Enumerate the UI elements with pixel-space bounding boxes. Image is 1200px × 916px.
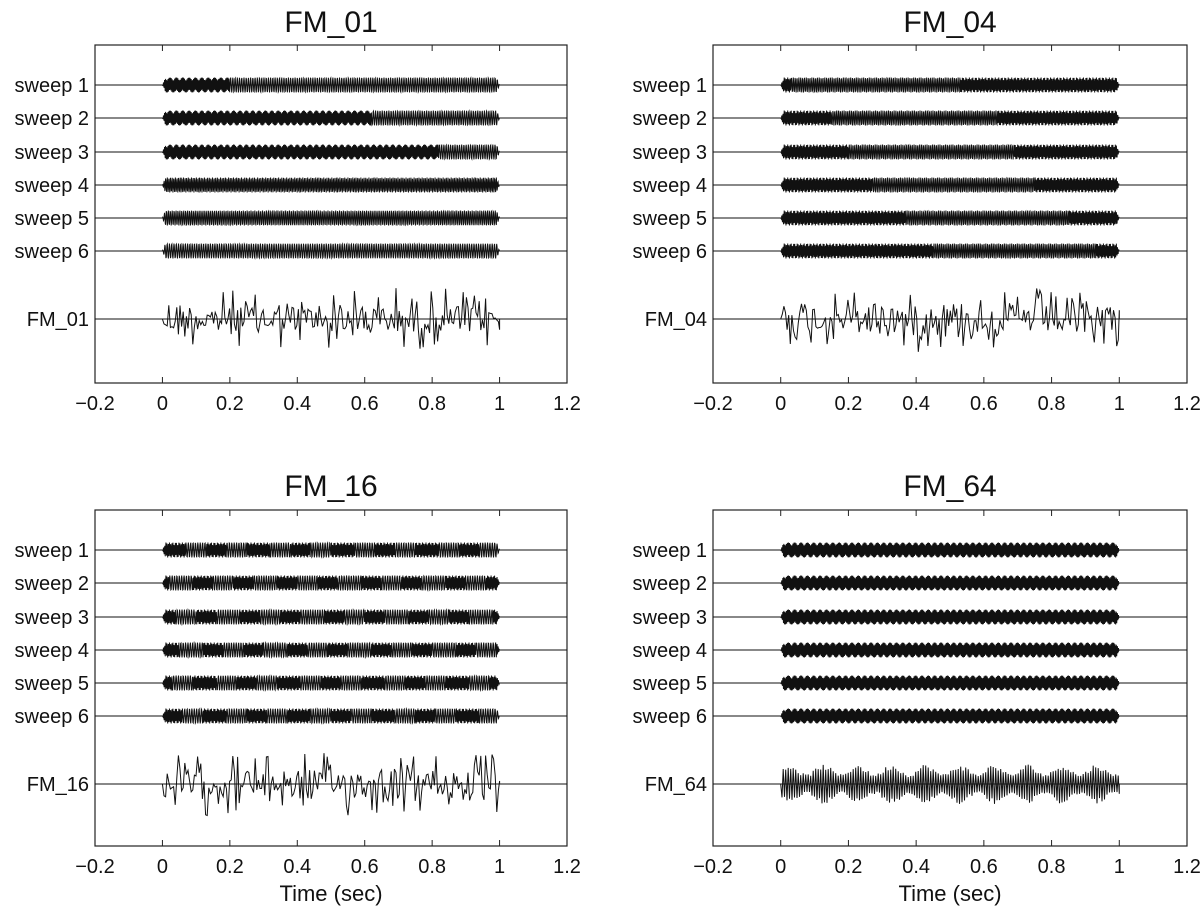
row-label: FM_01 [27,309,89,331]
x-tick-label: 1.2 [553,856,581,878]
panel-fm_64: FM_64 −0.2 0 0.2 0.4 0.6 0.8 1 1.2 Time (sec) swee… [633,470,1200,906]
x-tick-label: 0.4 [283,856,311,878]
x-tick-label: 1.2 [553,393,581,415]
x-tick-label: 0.8 [418,856,446,878]
row-label: sweep 4 [15,175,90,197]
row-label: sweep 4 [15,640,90,662]
panel-fm_01: FM_01 −0.2 0 0.2 0.4 0.6 0.8 1 1.2 sweep 1 sweep 2… [15,6,581,415]
trace-sweep-2 [162,576,499,591]
row-label: FM_04 [645,309,707,331]
trace-sweep-5 [162,211,499,226]
x-tick-label: 0.4 [902,856,930,878]
x-tick-label: 0.8 [418,393,446,415]
trace-sweep-6 [162,244,499,259]
row-label: FM_64 [645,774,707,796]
x-tick-label: 0.2 [835,856,863,878]
x-tick-label: −0.2 [75,856,114,878]
x-tick-label: 0.6 [351,393,379,415]
trace-sweep-3 [162,145,499,160]
trace-sweep-6 [781,244,1119,259]
trace-fm_01 [162,288,499,349]
x-tick-label: 1 [494,393,505,415]
row-label: FM_16 [27,774,89,796]
x-axis-label: Time (sec) [279,881,382,906]
trace-sweep-1 [162,543,499,558]
row-label: sweep 5 [15,208,90,230]
trace-fm_04 [781,288,1120,351]
row-label: sweep 1 [15,540,90,562]
trace-sweep-1 [162,78,499,93]
panel-title: FM_01 [284,6,377,39]
row-label: sweep 5 [633,208,708,230]
row-label: sweep 6 [633,706,708,728]
x-tick-label: 1 [1114,393,1125,415]
panel-title: FM_64 [903,470,996,503]
row-label: sweep 2 [15,108,90,130]
x-axis-label: Time (sec) [898,881,1001,906]
x-tick-label: 0.6 [970,393,998,415]
row-label: sweep 3 [15,142,90,164]
x-tick-label: 0.4 [283,393,311,415]
trace-sweep-3 [781,610,1119,625]
x-tick-label: 0 [775,856,786,878]
row-label: sweep 3 [633,142,708,164]
row-label: sweep 1 [15,75,90,97]
trace-sweep-3 [781,145,1119,160]
trace-sweep-1 [781,78,1119,93]
x-tick-label: 0.8 [1038,393,1066,415]
x-tick-label: 0.8 [1038,856,1066,878]
row-label: sweep 1 [633,540,708,562]
row-label: sweep 6 [15,706,90,728]
row-label: sweep 5 [633,673,708,695]
trace-sweep-2 [781,576,1119,591]
row-label: sweep 2 [633,108,708,130]
x-tick-label: 1.2 [1173,393,1200,415]
trace-sweep-4 [781,643,1119,658]
x-tick-label: 0.2 [216,856,244,878]
trace-sweep-5 [781,211,1119,226]
trace-sweep-3 [162,610,499,625]
row-label: sweep 3 [633,607,708,629]
x-tick-label: 0 [775,393,786,415]
panel-fm_16: FM_16 −0.2 0 0.2 0.4 0.6 0.8 1 1.2 Time (sec) swee… [15,470,581,906]
trace-fm_64 [781,765,1120,804]
row-label: sweep 4 [633,640,708,662]
x-tick-label: 0.4 [902,393,930,415]
row-label: sweep 2 [15,573,90,595]
x-tick-label: 0.2 [216,393,244,415]
x-tick-label: 0 [157,856,168,878]
trace-sweep-2 [781,111,1119,126]
trace-sweep-4 [781,178,1119,193]
x-tick-label: −0.2 [75,393,114,415]
trace-sweep-5 [781,676,1119,691]
row-label: sweep 1 [633,75,708,97]
row-label: sweep 6 [15,241,90,263]
trace-sweep-5 [162,676,499,691]
x-tick-label: 0.2 [835,393,863,415]
x-tick-label: 0 [157,393,168,415]
trace-sweep-4 [162,178,499,193]
x-tick-label: −0.2 [693,856,732,878]
x-tick-label: 0.6 [970,856,998,878]
panel-fm_04: FM_04 −0.2 0 0.2 0.4 0.6 0.8 1 1.2 sweep 1 sweep 2… [633,6,1200,415]
row-label: sweep 6 [633,241,708,263]
row-label: sweep 5 [15,673,90,695]
row-label: sweep 2 [633,573,708,595]
x-tick-label: 0.6 [351,856,379,878]
x-tick-label: 1 [494,856,505,878]
trace-sweep-4 [162,643,499,658]
row-label: sweep 4 [633,175,708,197]
x-tick-label: −0.2 [693,393,732,415]
x-tick-label: 1 [1114,856,1125,878]
row-label: sweep 3 [15,607,90,629]
panel-title: FM_04 [903,6,996,39]
panel-title: FM_16 [284,470,377,503]
x-tick-label: 1.2 [1173,856,1200,878]
trace-sweep-6 [781,709,1119,724]
trace-sweep-1 [781,543,1119,558]
